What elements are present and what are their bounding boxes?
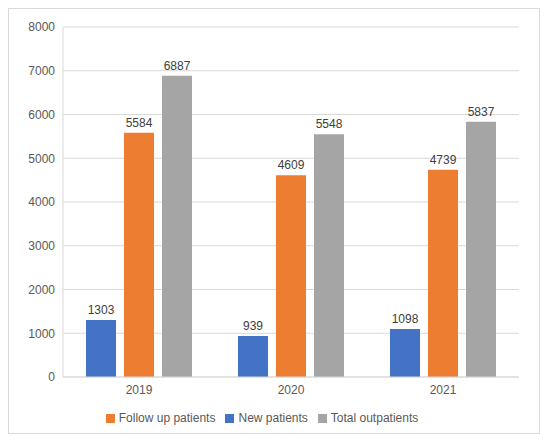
- svg-text:0: 0: [48, 370, 55, 384]
- svg-text:6000: 6000: [28, 108, 55, 122]
- svg-text:2000: 2000: [28, 283, 55, 297]
- svg-text:5548: 5548: [316, 117, 343, 131]
- svg-text:2019: 2019: [126, 383, 153, 397]
- svg-text:7000: 7000: [28, 64, 55, 78]
- svg-text:1098: 1098: [392, 312, 419, 326]
- svg-text:4609: 4609: [278, 158, 305, 172]
- svg-text:8000: 8000: [28, 20, 55, 34]
- svg-text:6887: 6887: [164, 59, 191, 73]
- svg-text:939: 939: [243, 319, 263, 333]
- html-text:Follow up patients: Follow up patients: [118, 411, 216, 425]
- svg-text:5000: 5000: [28, 152, 55, 166]
- svg-text:4000: 4000: [28, 195, 55, 209]
- svg-text:5584: 5584: [126, 116, 153, 130]
- svg-text:2020: 2020: [278, 383, 305, 397]
- svg-text:4739: 4739: [430, 153, 457, 167]
- svg-text:3000: 3000: [28, 239, 55, 253]
- svg-text:2021: 2021: [430, 383, 457, 397]
- svg-text:1303: 1303: [88, 303, 115, 317]
- html-text:New patients: New patients: [238, 411, 308, 425]
- html-text:Total outpatients: Total outpatients: [330, 411, 419, 425]
- svg-text:1000: 1000: [28, 327, 55, 341]
- svg-text:5837: 5837: [468, 105, 495, 119]
